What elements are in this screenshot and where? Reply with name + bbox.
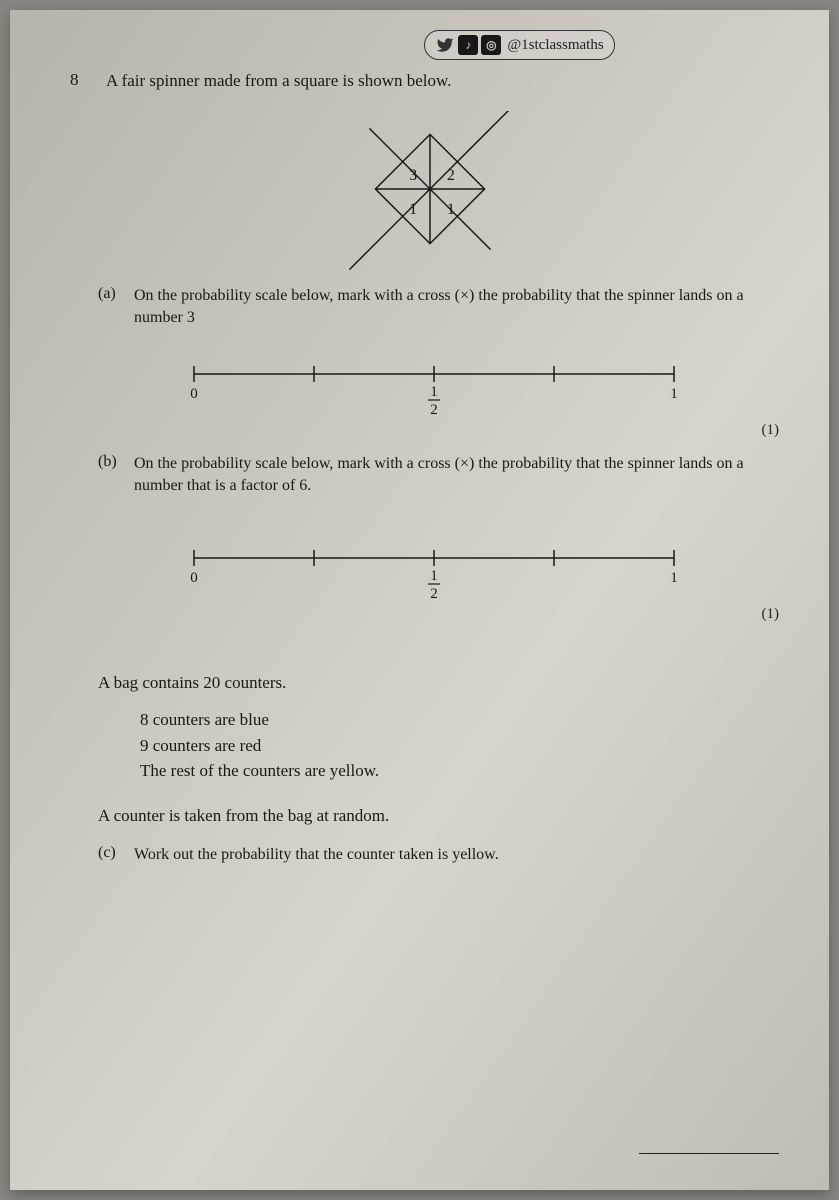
question-row: 8 A fair spinner made from a square is s… [70, 70, 789, 93]
part-b-label: (b) [98, 453, 124, 496]
bag-intro: A bag contains 20 counters. [70, 673, 789, 693]
svg-text:0: 0 [190, 570, 198, 586]
prob-scale-b-svg: 0 1 2 1 [180, 540, 680, 604]
question-number: 8 [70, 70, 88, 93]
svg-text:0: 0 [190, 386, 198, 402]
part-c: (c) Work out the probability that the co… [70, 844, 789, 866]
part-c-text: Work out the probability that the counte… [134, 844, 789, 866]
part-a: (a) On the probability scale below, mark… [70, 285, 789, 328]
part-b-text: On the probability scale below, mark wit… [134, 453, 789, 496]
twitter-icon [435, 35, 455, 55]
tiktok-icon: ♪ [458, 35, 478, 55]
svg-text:1: 1 [446, 201, 454, 218]
svg-text:1: 1 [670, 386, 678, 402]
part-c-label: (c) [98, 844, 124, 866]
bag-line-2: 9 counters are red [140, 733, 789, 759]
question-intro: A fair spinner made from a square is sho… [106, 70, 789, 93]
bag-line-3: The rest of the counters are yellow. [140, 758, 789, 784]
bag-lines: 8 counters are blue 9 counters are red T… [70, 707, 789, 784]
part-b-marks: (1) [70, 606, 789, 623]
spinner-diagram: 3 2 1 1 [70, 111, 789, 271]
prob-scale-a-svg: 0 1 2 1 [180, 356, 680, 420]
answer-line [639, 1153, 779, 1154]
social-badge: ♪ ◎ @1stclassmaths [424, 30, 614, 60]
badge-icons: ♪ ◎ [435, 35, 501, 55]
prob-scale-b: 0 1 2 1 [70, 540, 789, 604]
svg-text:3: 3 [409, 167, 417, 184]
svg-text:2: 2 [430, 402, 438, 418]
bag-action: A counter is taken from the bag at rando… [70, 806, 789, 826]
svg-text:2: 2 [430, 586, 438, 602]
part-a-label: (a) [98, 285, 124, 328]
part-a-marks: (1) [70, 422, 789, 439]
part-a-text: On the probability scale below, mark wit… [134, 285, 789, 328]
prob-scale-a: 0 1 2 1 [70, 356, 789, 420]
svg-text:1: 1 [670, 570, 678, 586]
instagram-icon: ◎ [481, 35, 501, 55]
bag-line-1: 8 counters are blue [140, 707, 789, 733]
svg-text:1: 1 [430, 384, 438, 400]
spinner-svg: 3 2 1 1 [345, 111, 515, 271]
svg-text:2: 2 [446, 167, 454, 184]
social-handle: @1stclassmaths [507, 37, 603, 54]
svg-text:1: 1 [430, 568, 438, 584]
part-b: (b) On the probability scale below, mark… [70, 453, 789, 496]
svg-text:1: 1 [409, 201, 417, 218]
worksheet-page: ♪ ◎ @1stclassmaths 8 A fair spinner made… [10, 10, 829, 1190]
header-badge: ♪ ◎ @1stclassmaths [250, 30, 789, 60]
